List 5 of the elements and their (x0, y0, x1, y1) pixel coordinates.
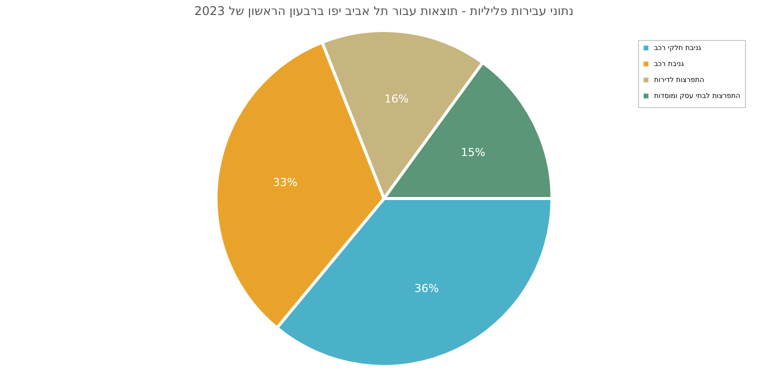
chart-title: נתוני עבירות פליליות - תוצאות עבור תל אביב יפו ברבעון הראשון של 2023 (194, 4, 574, 18)
data-label: 15% (460, 146, 486, 160)
data-label: 33% (273, 176, 298, 189)
data-label: 36% (414, 282, 439, 295)
data-label: 16% (384, 92, 409, 106)
